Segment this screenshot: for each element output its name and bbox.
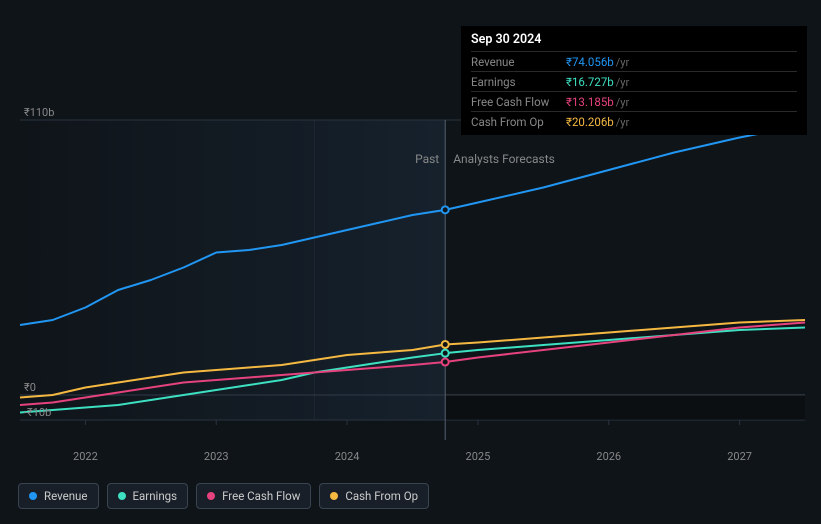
future-below-zero [445, 395, 805, 420]
tooltip-row: Earnings₹16.727b/yr [471, 72, 797, 92]
x-axis-label: 2023 [204, 450, 229, 463]
x-axis-label: 2024 [335, 450, 360, 463]
y-axis-label: -₹10b [24, 406, 51, 419]
tooltip-row-label: Free Cash Flow [471, 95, 566, 109]
tooltip-row: Cash From Op₹20.206b/yr [471, 112, 797, 131]
forecast-label: Analysts Forecasts [453, 152, 555, 166]
x-axis-label: 2027 [727, 450, 752, 463]
tooltip-row-suffix: /yr [616, 96, 629, 109]
marker-cash-from-op [442, 341, 449, 348]
marker-revenue [442, 206, 449, 213]
legend-dot-icon [330, 492, 338, 500]
legend: Revenue Earnings Free Cash Flow Cash From O… [18, 483, 429, 509]
tooltip-row-suffix: /yr [616, 116, 629, 129]
marker-free-cash-flow [442, 359, 449, 366]
legend-dot-icon [207, 492, 215, 500]
tooltip-row-value: ₹20.206b [566, 115, 614, 129]
y-axis-label: ₹110b [24, 106, 54, 119]
marker-earnings [442, 350, 449, 357]
tooltip-row-suffix: /yr [616, 56, 629, 69]
x-axis-label: 2022 [73, 450, 98, 463]
y-axis-label: ₹0 [24, 381, 36, 394]
legend-dot-icon [118, 492, 126, 500]
tooltip-row: Revenue₹74.056b/yr [471, 52, 797, 72]
legend-dot-icon [29, 492, 37, 500]
past-label: Past [415, 152, 439, 166]
tooltip-row-label: Revenue [471, 55, 566, 69]
tooltip-row-suffix: /yr [616, 76, 629, 89]
legend-label: Earnings [133, 489, 178, 503]
legend-label: Revenue [44, 489, 88, 503]
legend-item-free-cash-flow[interactable]: Free Cash Flow [196, 483, 311, 509]
tooltip-row: Free Cash Flow₹13.185b/yr [471, 92, 797, 112]
legend-item-cash-from-op[interactable]: Cash From Op [319, 483, 429, 509]
tooltip-row-label: Earnings [471, 75, 566, 89]
legend-label: Cash From Op [345, 489, 418, 503]
tooltip-row-value: ₹16.727b [566, 75, 614, 89]
legend-item-earnings[interactable]: Earnings [107, 483, 189, 509]
hover-tooltip: Sep 30 2024 Revenue₹74.056b/yrEarnings₹1… [461, 26, 807, 135]
tooltip-row-value: ₹13.185b [566, 95, 614, 109]
legend-label: Free Cash Flow [222, 489, 300, 503]
legend-item-revenue[interactable]: Revenue [18, 483, 99, 509]
x-axis-label: 2025 [466, 450, 491, 463]
tooltip-row-label: Cash From Op [471, 115, 566, 129]
x-axis-label: 2026 [596, 450, 621, 463]
tooltip-row-value: ₹74.056b [566, 55, 614, 69]
past-region [20, 120, 445, 420]
tooltip-date: Sep 30 2024 [471, 32, 797, 52]
